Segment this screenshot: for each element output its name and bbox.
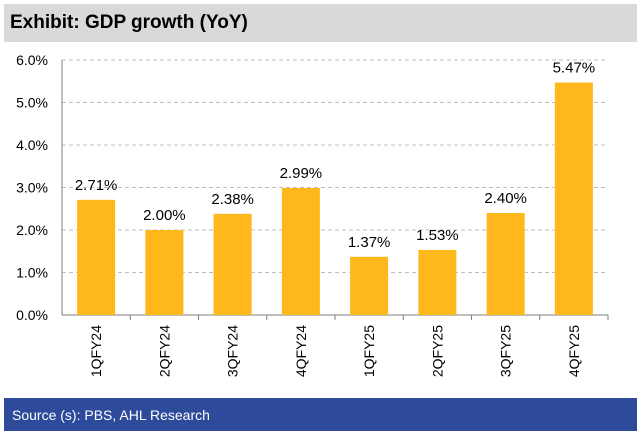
data-label: 1.53%	[416, 227, 459, 244]
chart-header: Exhibit: GDP growth (YoY)	[4, 4, 637, 42]
x-tick-label: 3QFY24	[225, 325, 241, 377]
chart-title: Exhibit: GDP growth (YoY)	[10, 12, 248, 33]
y-tick-label: 2.0%	[16, 222, 48, 238]
bar	[213, 213, 252, 315]
bar	[77, 199, 116, 315]
bar-chart: 0.0% 1.0% 2.0% 3.0% 4.0% 5.0% 6.0% 2.71% 1QFY24 2…	[16, 52, 609, 377]
x-tick-label: 3QFY25	[498, 325, 514, 377]
y-tick-label: 4.0%	[16, 137, 48, 153]
bar	[281, 187, 320, 315]
chart-area: 0.0% 1.0% 2.0% 3.0% 4.0% 5.0% 6.0% 2.71% 1QFY24 2…	[0, 42, 641, 398]
data-label: 1.37%	[348, 234, 391, 251]
data-label: 2.38%	[211, 191, 254, 208]
data-label: 5.47%	[553, 60, 596, 77]
bar	[418, 249, 457, 315]
source-footer: Source (s): PBS, AHL Research	[4, 398, 637, 431]
y-tick-label: 6.0%	[16, 52, 48, 68]
x-tick-label: 1QFY24	[88, 325, 104, 377]
y-tick-label: 5.0%	[16, 95, 48, 111]
x-tick-label: 4QFY24	[293, 325, 309, 377]
bar	[486, 213, 525, 315]
bar	[554, 82, 593, 316]
x-tick-label: 4QFY25	[566, 325, 582, 377]
data-label: 2.71%	[75, 177, 118, 194]
x-tick-label: 1QFY25	[361, 325, 377, 377]
y-tick-label: 1.0%	[16, 265, 48, 281]
source-text: Source (s): PBS, AHL Research	[12, 407, 210, 423]
x-tick-label: 2QFY25	[429, 325, 445, 377]
y-tick-label: 0.0%	[16, 307, 48, 323]
data-label: 2.00%	[143, 207, 186, 224]
x-tick-label: 2QFY24	[156, 325, 172, 377]
data-label: 2.99%	[280, 165, 323, 182]
bar	[145, 230, 184, 315]
bar	[350, 256, 389, 315]
data-label: 2.40%	[484, 190, 527, 207]
y-tick-label: 3.0%	[16, 180, 48, 196]
